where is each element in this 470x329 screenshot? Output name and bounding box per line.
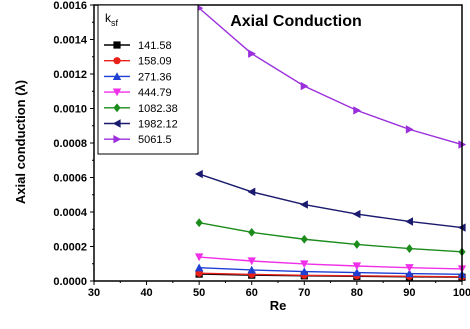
- series-layer: [194, 3, 467, 281]
- data-point: [248, 49, 256, 58]
- legend-label: 158.09: [138, 56, 172, 68]
- x-tick-label: 90: [403, 287, 415, 299]
- x-tick-label: 80: [351, 287, 363, 299]
- x-tick-label: 70: [298, 287, 310, 299]
- legend-swatch-marker: [112, 119, 121, 128]
- legend-title-main: k: [105, 11, 112, 25]
- legend-swatch-marker: [113, 41, 121, 49]
- legend-swatch-marker: [113, 57, 121, 65]
- legend-entry: 1982.12: [104, 119, 178, 131]
- y-tick-label: 0.0006: [53, 173, 87, 185]
- x-tick-label: 100: [453, 287, 470, 299]
- x-tick-label: 30: [88, 287, 100, 299]
- data-point: [353, 240, 361, 249]
- data-point: [405, 125, 414, 134]
- data-point: [247, 265, 256, 274]
- legend-entry: 444.79: [104, 87, 172, 99]
- legend-entry: 1082.38: [104, 103, 178, 115]
- data-point: [352, 262, 362, 271]
- legend-swatch-marker: [113, 135, 122, 144]
- data-point: [300, 200, 308, 209]
- x-tick-label: 60: [246, 287, 258, 299]
- data-point: [405, 244, 414, 253]
- legend-entry: 141.58: [104, 40, 172, 52]
- data-point: [195, 218, 203, 228]
- series-line: [199, 272, 463, 278]
- data-point: [300, 234, 308, 244]
- data-point: [195, 269, 203, 277]
- data-point: [248, 227, 256, 237]
- y-tick-label: 0.0000: [53, 276, 87, 288]
- y-tick-label: 0.0012: [53, 69, 87, 81]
- series-line: [198, 7, 463, 146]
- series-line: [199, 222, 463, 253]
- series-line: [199, 256, 463, 270]
- legend-title: ksf: [105, 11, 119, 28]
- series-1982.12: [194, 169, 466, 232]
- data-point: [194, 263, 204, 272]
- y-tick-label: 0.0014: [53, 35, 88, 47]
- legend-label: 1082.38: [138, 103, 178, 115]
- data-point: [352, 268, 362, 277]
- x-axis-title: Re: [270, 298, 287, 313]
- series-line: [199, 267, 463, 275]
- data-point: [300, 267, 309, 276]
- chart-title: Axial Conduction: [230, 13, 362, 30]
- data-point: [300, 81, 309, 91]
- axes: 30 40 50 60 70 80 90 100 0.0000 0.0002 0.0004 0.000…: [53, 0, 470, 299]
- legend-swatch-marker: [112, 88, 122, 97]
- data-point: [194, 253, 204, 262]
- legend-entry: 158.09: [104, 56, 172, 68]
- y-axis-title: Axial conduction (λ): [13, 80, 28, 204]
- legend-title-sub: sf: [111, 18, 119, 28]
- data-point: [353, 106, 362, 115]
- legend-label: 444.79: [138, 87, 172, 99]
- y-tick-label: 0.0010: [53, 104, 87, 116]
- y-tick-label: 0.0016: [53, 0, 87, 12]
- legend-entry: 5061.5: [104, 134, 172, 146]
- series-444.79: [194, 253, 467, 274]
- legend-label: 5061.5: [138, 134, 172, 146]
- series-line: [198, 173, 463, 229]
- legend-swatch-marker: [113, 103, 121, 113]
- y-tick-label: 0.0008: [53, 138, 87, 150]
- legend-swatch-marker: [112, 72, 122, 80]
- y-tick-label: 0.0004: [53, 207, 88, 219]
- legend-label: 1982.12: [138, 119, 178, 131]
- x-tick-label: 50: [193, 287, 205, 299]
- data-point: [405, 264, 414, 272]
- x-tick-label: 40: [140, 287, 152, 299]
- legend-entry: 271.36: [104, 71, 172, 83]
- data-point: [247, 257, 256, 266]
- legend-label: 271.36: [138, 71, 172, 83]
- data-point: [194, 169, 203, 179]
- data-point: [405, 217, 414, 226]
- legend-label: 141.58: [138, 40, 172, 52]
- data-point: [352, 209, 361, 219]
- data-point: [300, 260, 309, 269]
- data-point: [405, 269, 414, 278]
- legend: ksf 141.58 158.09 271.36 444.79 1082.38 1982.…: [97, 4, 199, 155]
- data-point: [247, 187, 256, 197]
- y-tick-label: 0.0002: [53, 242, 87, 254]
